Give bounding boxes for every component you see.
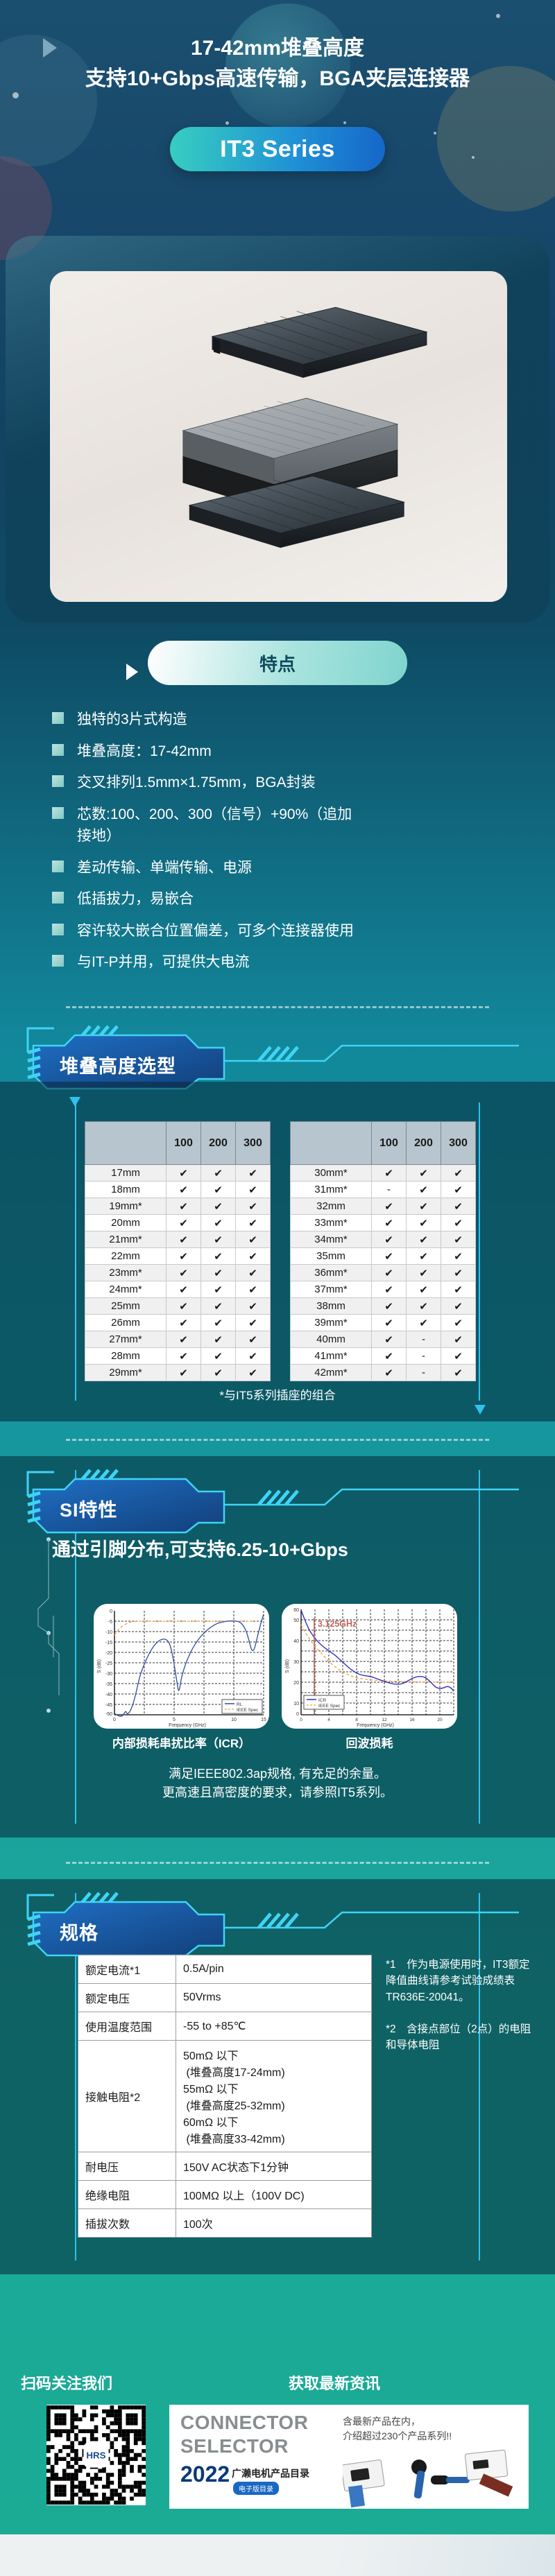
svg-text:30: 30 [293,1660,299,1665]
svg-text:0: 0 [110,1609,112,1614]
svg-text:4: 4 [327,1718,330,1722]
svg-text:S (dB): S (dB) [97,1659,102,1673]
svg-text:-50: -50 [105,1712,112,1717]
svg-text:12: 12 [382,1718,387,1722]
svg-text:40: 40 [293,1639,299,1644]
svg-text:-45: -45 [105,1703,112,1708]
svg-text:50: 50 [293,1618,299,1623]
svg-text:20: 20 [293,1681,299,1686]
svg-text:5: 5 [173,1718,176,1722]
svg-text:-25: -25 [105,1661,112,1666]
svg-text:S (dB): S (dB) [285,1659,290,1673]
svg-text:10: 10 [293,1702,299,1706]
svg-text:10: 10 [231,1718,237,1722]
svg-text:RL: RL [237,1702,243,1707]
svg-text:60: 60 [293,1608,299,1613]
svg-text:0: 0 [296,1712,299,1717]
svg-text:-35: -35 [105,1682,112,1687]
svg-text:15: 15 [261,1718,266,1722]
svg-text:0: 0 [113,1718,116,1722]
svg-text:-20: -20 [105,1651,112,1656]
svg-text:-30: -30 [105,1672,112,1677]
svg-text:Frequency (GHz): Frequency (GHz) [169,1723,206,1728]
svg-text:-5: -5 [108,1620,112,1625]
svg-text:-10: -10 [105,1630,112,1635]
svg-text:20: 20 [437,1718,443,1722]
svg-text:IEEE Spec: IEEE Spec [237,1708,259,1713]
svg-text:HRS: HRS [86,2450,105,2460]
svg-text:8: 8 [355,1718,358,1722]
svg-text:-40: -40 [105,1693,112,1697]
svg-text:Frequency (GHz): Frequency (GHz) [357,1723,394,1728]
svg-text:IEEE Spec: IEEE Spec [318,1704,341,1709]
svg-text:-15: -15 [105,1641,112,1645]
svg-text:3.125GHz: 3.125GHz [318,1619,357,1629]
svg-text:0: 0 [300,1718,302,1722]
svg-text:16: 16 [409,1718,415,1722]
svg-text:ICR: ICR [318,1698,327,1703]
